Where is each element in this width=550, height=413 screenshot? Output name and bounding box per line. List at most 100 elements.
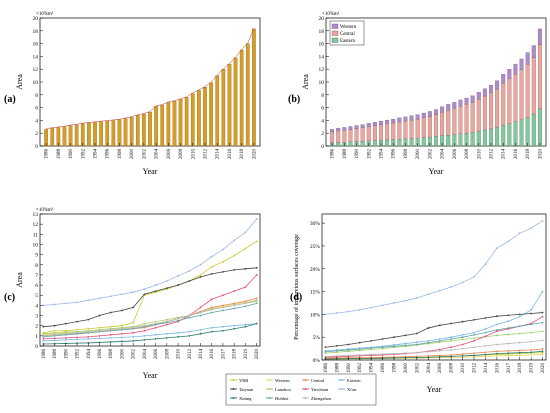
series-point bbox=[121, 327, 123, 330]
stacked-bar-segment bbox=[409, 119, 414, 139]
series-point bbox=[165, 320, 168, 323]
panel-b: Year Area ×10³km² 0 2 4 6 8 10 12 14 16 18 20 1986 1988… bbox=[301, 11, 547, 176]
series-point bbox=[404, 344, 407, 347]
legend-label: Western bbox=[340, 25, 357, 30]
series-point bbox=[222, 248, 224, 251]
series-point bbox=[473, 331, 475, 334]
y-tick-label: 14 bbox=[33, 54, 39, 60]
legend-swatch bbox=[331, 37, 339, 43]
x-tick-label: 2002 bbox=[142, 149, 147, 160]
stacked-bar-segment bbox=[470, 95, 475, 103]
shared-legend: YRB Western Central Eastern Taiyuan Lanzhou Yi… bbox=[225, 373, 377, 406]
x-tick-label: 2016 bbox=[210, 349, 215, 360]
series-point bbox=[393, 344, 395, 346]
series-point bbox=[393, 336, 395, 339]
series-point bbox=[233, 239, 236, 242]
x-tick-label: 2014 bbox=[216, 149, 221, 160]
series-point bbox=[450, 336, 453, 339]
series-point bbox=[165, 323, 168, 326]
series-point bbox=[233, 290, 236, 293]
y-tick-label: 7 bbox=[35, 273, 38, 279]
bar bbox=[190, 93, 195, 147]
stacked-bar-segment bbox=[403, 120, 408, 140]
x-tick-label: 1990 bbox=[355, 149, 360, 160]
legend-swatch bbox=[331, 30, 339, 36]
series-point bbox=[541, 348, 544, 350]
x-tick-label: 2002 bbox=[132, 349, 137, 360]
y-tick-label: 1 bbox=[35, 334, 38, 340]
y-tick-label: 10 bbox=[33, 242, 39, 248]
series-point bbox=[484, 331, 487, 334]
series-point bbox=[507, 314, 510, 317]
bar bbox=[80, 123, 85, 147]
x-tick-label: 1988 bbox=[343, 149, 348, 160]
bar bbox=[105, 120, 110, 147]
series-point bbox=[518, 349, 521, 352]
legend-marker bbox=[232, 379, 235, 381]
series-point bbox=[199, 328, 202, 331]
series-point bbox=[347, 343, 350, 346]
series-point bbox=[530, 349, 533, 351]
series-point bbox=[473, 346, 475, 349]
y-tick-label: 16 bbox=[33, 42, 39, 48]
plot-frame bbox=[39, 213, 261, 347]
series-point bbox=[199, 263, 202, 266]
stacked-bar-segment bbox=[519, 69, 524, 120]
stacked-bar-segment bbox=[379, 124, 383, 141]
x-tick-label: 1994 bbox=[94, 149, 99, 160]
series-point bbox=[244, 267, 247, 270]
x-tick-label: 2018 bbox=[526, 149, 531, 160]
series-point bbox=[177, 335, 179, 338]
series-point bbox=[222, 329, 224, 332]
series-point bbox=[255, 322, 258, 325]
y-tick-label: 12 bbox=[319, 67, 325, 73]
series-point bbox=[393, 352, 395, 355]
stacked-bar-segment bbox=[507, 69, 512, 79]
series-line bbox=[43, 323, 257, 342]
panel-d: Year Percentage of impervious surfaces co… bbox=[293, 213, 547, 394]
series-point bbox=[404, 299, 407, 302]
series-point bbox=[64, 302, 67, 305]
series-point bbox=[53, 329, 56, 332]
series-point bbox=[233, 307, 236, 310]
series-point bbox=[143, 322, 146, 325]
series-point bbox=[165, 336, 168, 339]
series-point bbox=[53, 303, 56, 306]
stacked-bar-segment bbox=[360, 141, 365, 147]
series-point bbox=[42, 340, 45, 342]
legend-swatch bbox=[331, 23, 339, 29]
series-point bbox=[154, 337, 157, 340]
stacked-bar-segment bbox=[379, 120, 383, 126]
series-point bbox=[42, 304, 45, 307]
series-point bbox=[495, 247, 498, 250]
series-point bbox=[210, 326, 213, 329]
stacked-bar-segment bbox=[366, 126, 371, 142]
series-point bbox=[507, 333, 510, 336]
x-tick-label: 2006 bbox=[438, 363, 443, 374]
series-line bbox=[43, 241, 257, 334]
series-point bbox=[381, 304, 384, 307]
series-point bbox=[484, 328, 487, 330]
series-point bbox=[530, 340, 533, 343]
stacked-bar-segment bbox=[501, 83, 506, 126]
series-point bbox=[53, 333, 56, 336]
panel-a-label: (a) bbox=[4, 94, 16, 105]
series-point bbox=[507, 240, 510, 243]
x-tick-label: 2004 bbox=[441, 149, 446, 160]
x-tick-label: 2012 bbox=[490, 149, 495, 160]
series-point bbox=[541, 219, 544, 222]
series-line bbox=[325, 322, 543, 353]
stacked-bar-segment bbox=[330, 131, 335, 143]
x-tick-label: 2004 bbox=[155, 149, 160, 160]
series-point bbox=[393, 302, 395, 304]
x-tick-label: 2006 bbox=[167, 149, 172, 160]
series-point bbox=[154, 333, 157, 336]
x-tick-label: 2014 bbox=[484, 363, 489, 374]
x-tick-label: 2016 bbox=[495, 363, 500, 374]
series-point bbox=[165, 287, 168, 290]
stacked-bar-segment bbox=[470, 132, 475, 147]
series-line bbox=[325, 316, 543, 358]
x-tick-label: 2018 bbox=[233, 349, 238, 360]
legend-box bbox=[225, 373, 377, 406]
